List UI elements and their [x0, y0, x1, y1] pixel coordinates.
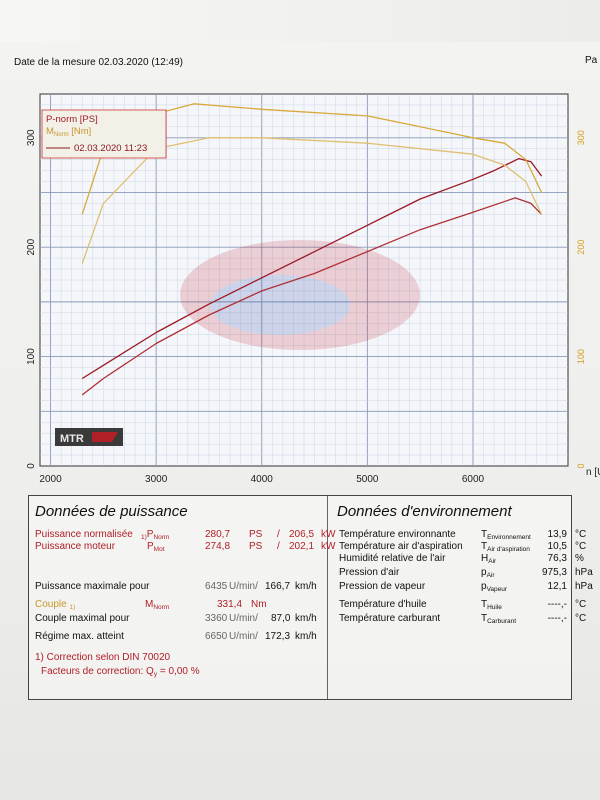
env-unit: hPa	[575, 567, 593, 578]
pmax-label: Puissance maximale pour	[35, 581, 150, 592]
torque-value: 331,4	[217, 599, 243, 610]
y-left-tick-label: 0	[26, 463, 37, 469]
env-label: Pression d'air	[339, 567, 400, 578]
env-symbol: THuile	[481, 599, 502, 611]
series-line-3	[81, 137, 543, 264]
legend: P-norm [PS] MNorm [Nm] 02.03.2020 11:23	[41, 109, 167, 159]
legend-p-norm: P-norm [PS]	[46, 114, 98, 125]
x-axis-label: n [U	[586, 467, 600, 478]
correction-factor: Facteurs de correction: Qy = 0,00 %	[41, 666, 200, 678]
norm-power-sym: 1)PNorm	[141, 529, 170, 541]
x-tick-label: 4000	[251, 474, 274, 485]
torque-label: Couple 1)	[35, 599, 76, 611]
regime-speed: 172,3	[265, 631, 291, 642]
env-label: Température d'huile	[339, 599, 427, 610]
env-value: 76,3	[547, 553, 567, 564]
norm-power-label: Puissance normalisée	[35, 529, 133, 540]
norm-power-kw: 206,5	[289, 529, 315, 540]
env-value: 13,9	[547, 529, 567, 540]
x-tick-label: 6000	[462, 474, 485, 485]
env-unit: %	[575, 553, 584, 564]
env-value: 975,3	[541, 567, 567, 578]
x-tick-label: 5000	[356, 474, 379, 485]
motor-power-ps: 274,8	[205, 541, 231, 552]
env-symbol: TAir d'aspiration	[481, 541, 530, 553]
legend-m-norm: MNorm [Nm]	[46, 126, 91, 138]
env-symbol: TEnvironnement	[481, 529, 531, 541]
env-unit: hPa	[575, 581, 593, 592]
y-right-tick-label: 0	[576, 463, 586, 468]
env-label: Température air d'aspiration	[339, 541, 463, 552]
env-unit: °C	[575, 529, 587, 540]
measurement-date: Date de la mesure 02.03.2020 (12:49)	[14, 57, 183, 68]
x-tick-label: 3000	[145, 474, 168, 485]
env-value: 12,1	[547, 581, 567, 592]
legend-date: 02.03.2020 11:23	[74, 143, 147, 154]
env-label: Température carburant	[339, 613, 441, 624]
env-unit: °C	[575, 613, 587, 624]
env-symbol: pAir	[481, 567, 495, 579]
env-label: Température environnante	[339, 529, 456, 540]
photo-background	[0, 0, 600, 42]
x-tick-label: 2000	[39, 474, 62, 485]
env-symbol: TCarburant	[481, 613, 517, 625]
env-label: Humidité relative de l'air	[339, 553, 446, 564]
motor-power-label: Puissance moteur	[35, 541, 116, 552]
mtr-logo: MTR	[55, 428, 123, 446]
motor-power-kw: 202,1	[289, 541, 315, 552]
env-unit: °C	[575, 599, 587, 610]
norm-power-ps: 280,7	[205, 529, 231, 540]
y-left-tick-label: 300	[26, 129, 37, 146]
y-right-tick-label: 100	[576, 349, 586, 364]
pmax-rpm: 6435	[205, 581, 228, 592]
power-section-title: Données de puissance	[35, 503, 188, 520]
page-corner-text: Pa	[585, 55, 598, 66]
tmax-speed: 87,0	[271, 613, 291, 624]
motorsport-watermark	[180, 240, 420, 350]
series-line-0	[81, 157, 543, 380]
y-left-tick-label: 100	[26, 348, 37, 365]
y-right-tick-label: 300	[576, 130, 586, 145]
env-value: ----,-	[547, 613, 567, 624]
tmax-rpm: 3360	[205, 613, 228, 624]
data-table: Données de puissance Données d'environne…	[28, 495, 593, 700]
env-symbol: HAir	[481, 553, 497, 565]
motor-power-sym: PMot	[147, 541, 165, 553]
pmax-speed: 166,7	[265, 581, 291, 592]
env-symbol: pVapeur	[481, 581, 508, 593]
torque-sym: MNorm	[145, 599, 170, 611]
env-value: 10,5	[547, 541, 567, 552]
svg-text:MTR: MTR	[60, 433, 84, 445]
correction-note: 1) Correction selon DIN 70020	[35, 652, 171, 663]
y-left-tick-label: 200	[26, 238, 37, 255]
series-line-1	[81, 197, 543, 396]
regime-label: Régime max. atteint	[35, 631, 124, 642]
y-right-tick-label: 200	[576, 240, 586, 255]
env-unit: °C	[575, 541, 587, 552]
dyno-chart: 2000 3000 4000 5000 600001002003000100200300…	[26, 93, 600, 485]
env-label: Pression de vapeur	[339, 581, 426, 592]
regime-rpm: 6650	[205, 631, 228, 642]
tmax-label: Couple maximal pour	[35, 613, 130, 624]
env-value: ----,-	[547, 599, 567, 610]
env-section-title: Données d'environnement	[337, 503, 512, 520]
